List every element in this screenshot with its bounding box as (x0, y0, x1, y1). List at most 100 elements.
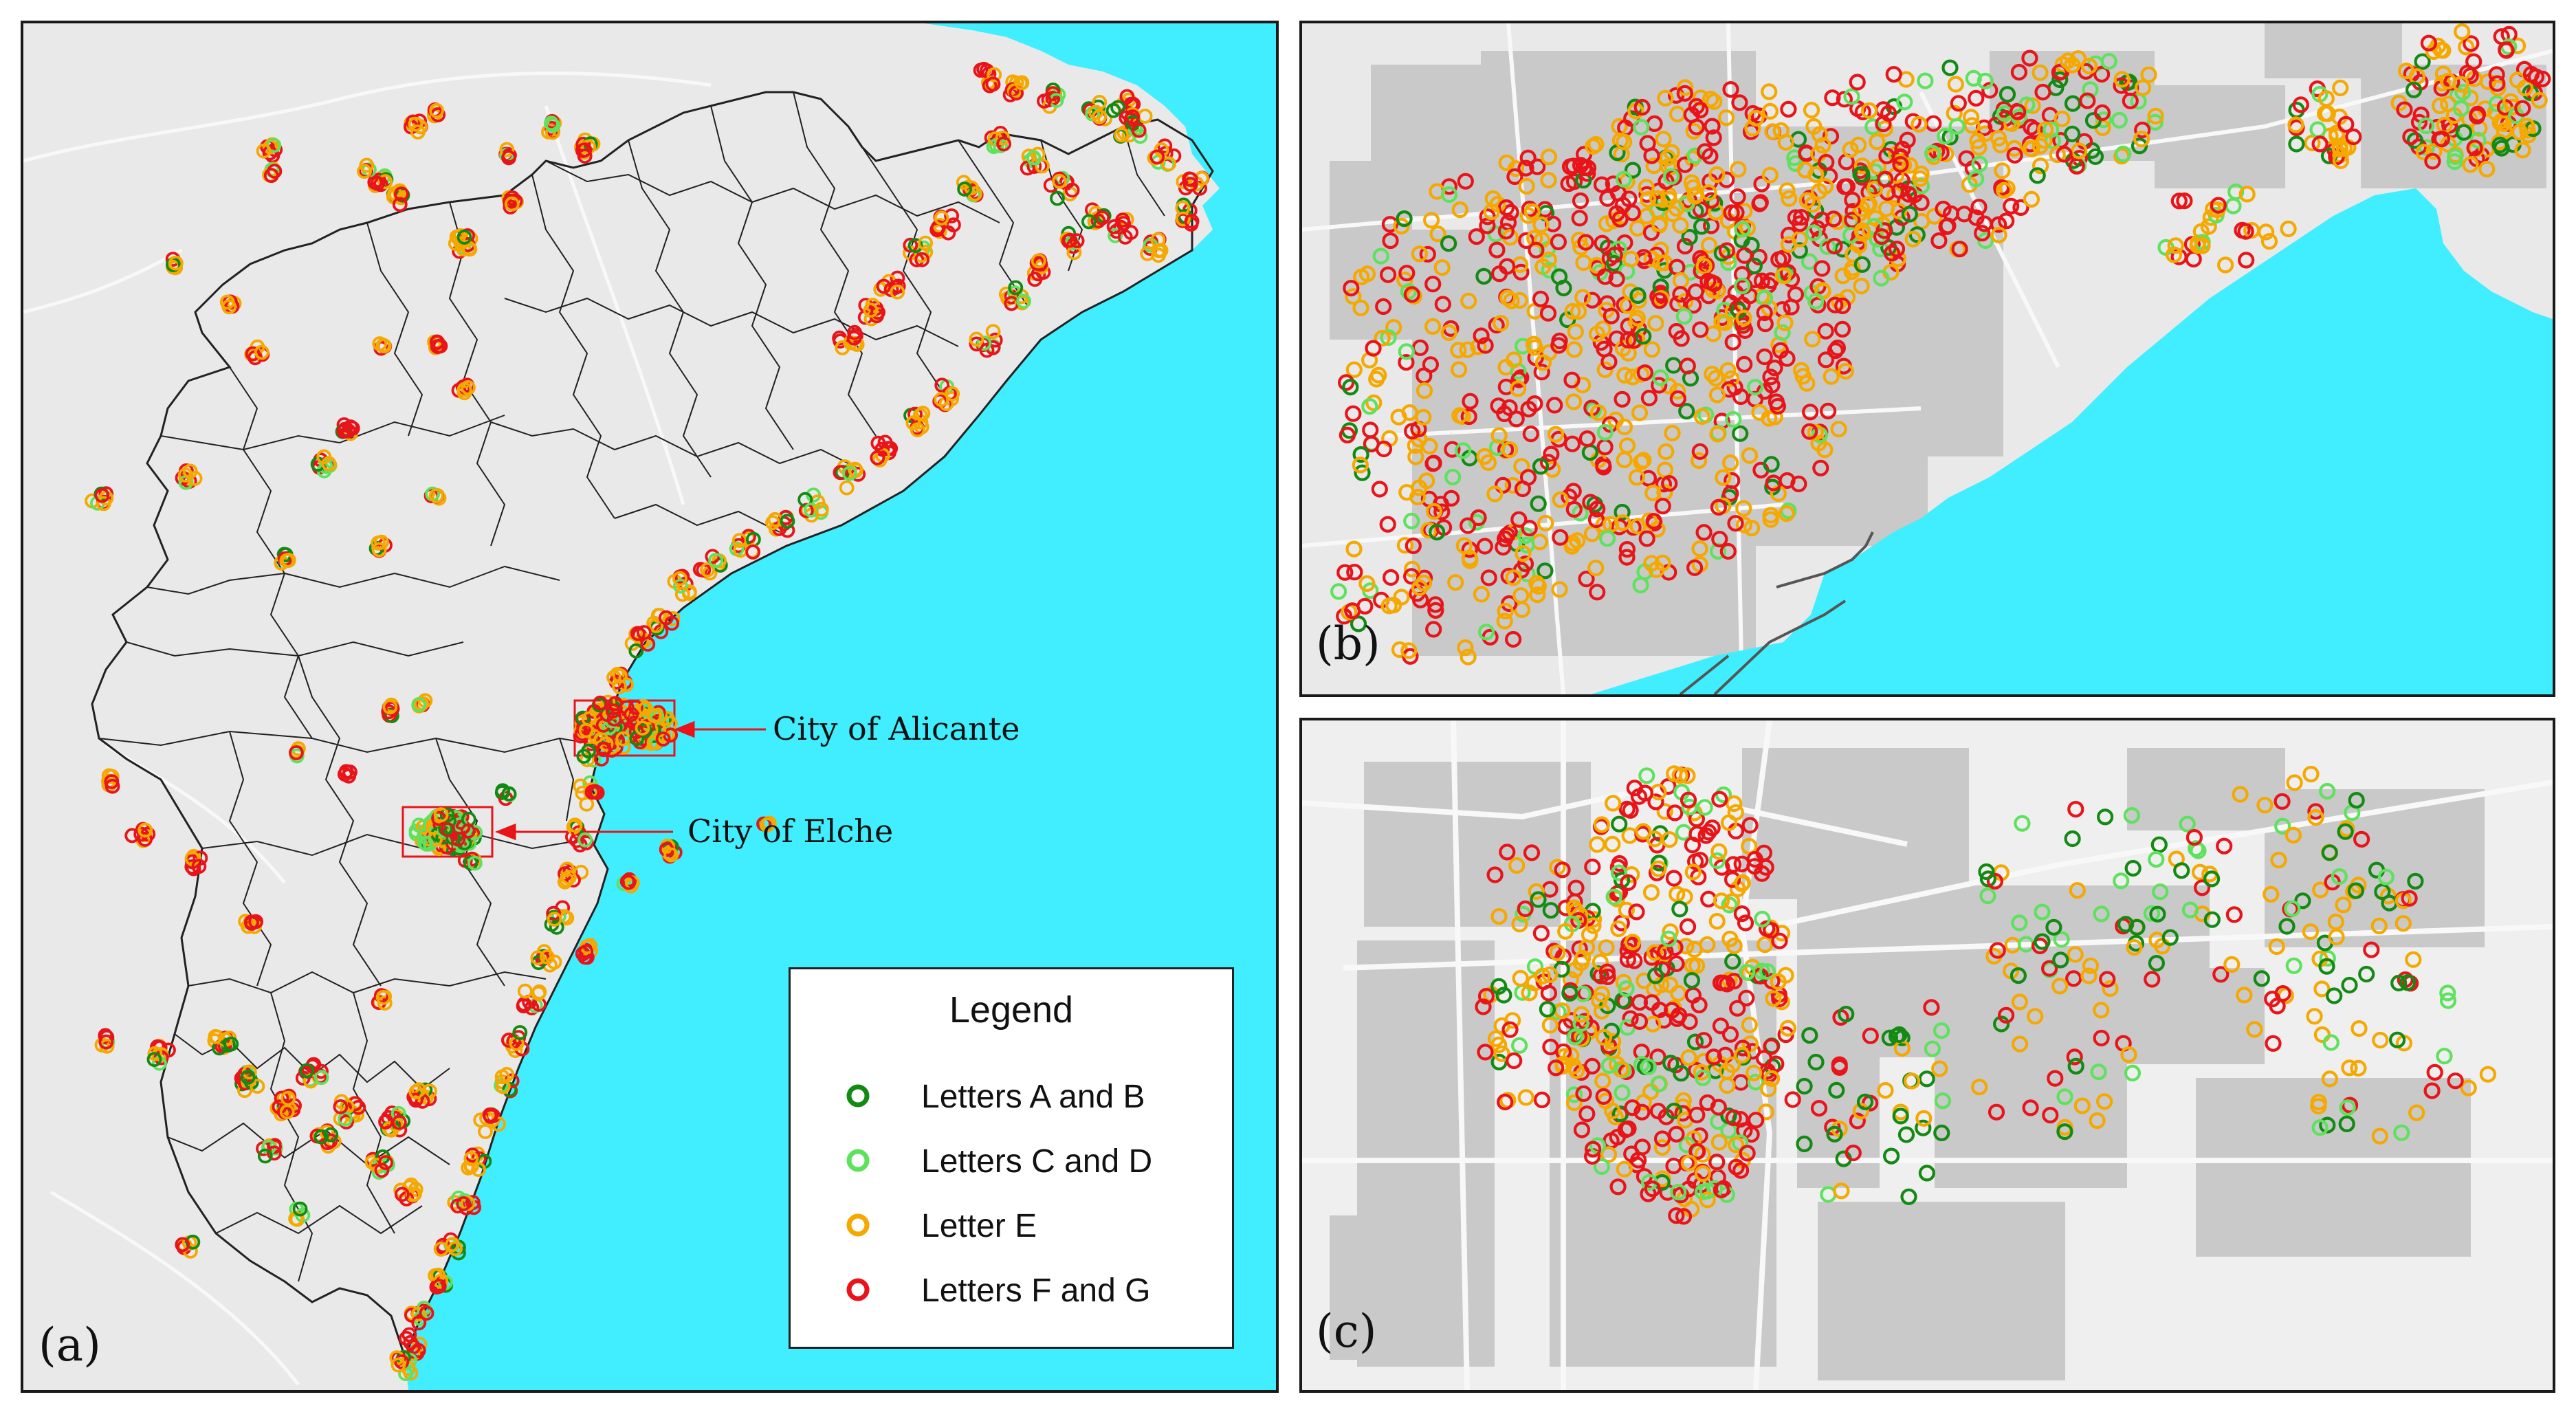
certificate-point (1455, 442, 1472, 459)
certificate-point (969, 336, 984, 352)
certificate-point (1770, 973, 1787, 990)
certificate-point (2111, 111, 2128, 129)
certificate-point (1862, 1027, 1879, 1044)
certificate-point (2351, 1020, 2368, 1037)
certificate-point (1540, 251, 1557, 268)
certificate-point (2167, 237, 2184, 254)
certificate-point (501, 150, 516, 166)
certificate-point (1477, 337, 1494, 354)
certificate-point (1676, 238, 1694, 255)
certificate-point (2304, 134, 2321, 152)
certificate-point (2212, 966, 2230, 983)
certificate-point (1695, 258, 1713, 275)
certificate-point (1593, 1158, 1610, 1176)
certificate-point (1567, 323, 1584, 340)
certificate-point (1951, 241, 1968, 258)
certificate-point (638, 701, 653, 716)
certificate-point (274, 1090, 289, 1106)
certificate-point (1913, 165, 1930, 182)
certificate-point (2337, 115, 2355, 133)
certificate-point (1330, 583, 1347, 600)
certificate-point (1517, 1089, 1534, 1106)
legend-item-ab: Letters A and B (791, 1072, 1232, 1121)
certificate-point (1518, 536, 1535, 553)
certificate-point (1882, 1147, 1900, 1165)
certificate-point (411, 697, 427, 712)
certificate-point (1149, 149, 1165, 165)
certificate-point (428, 488, 444, 504)
certificate-point (1534, 354, 1552, 371)
certificate-point (1842, 141, 1859, 158)
certificate-point (1790, 475, 1807, 493)
certificate-point (1804, 196, 1822, 213)
certificate-point (846, 330, 862, 346)
certificate-point (969, 331, 984, 347)
certificate-point (1679, 767, 1696, 784)
certificate-point (1997, 1006, 2015, 1024)
certificate-point (1599, 530, 1616, 547)
certificate-point (1645, 512, 1662, 530)
certificate-point (1724, 472, 1741, 489)
certificate-point (1522, 425, 1539, 443)
certificate-point (374, 1163, 390, 1178)
certificate-point (1656, 803, 1673, 820)
certificate-point (1404, 560, 1421, 577)
certificate-point (2148, 955, 2166, 972)
certificate-point (577, 832, 593, 848)
certificate-point (1493, 315, 1510, 332)
certificate-point (1361, 398, 1378, 415)
certificate-point (1628, 903, 1645, 921)
certificate-point (433, 807, 449, 823)
certificate-point (191, 859, 207, 874)
certificate-point (2294, 892, 2311, 910)
certificate-point (1779, 1020, 1796, 1037)
certificate-point (612, 679, 627, 694)
certificate-point (1735, 309, 1752, 327)
certificate-point (2034, 933, 2051, 950)
certificate-point (359, 157, 375, 173)
certificate-point (628, 643, 644, 659)
certificate-point (1444, 468, 1462, 486)
certificate-point (1550, 233, 1567, 250)
certificate-point (1528, 241, 1545, 258)
certificate-points (1475, 765, 2497, 1225)
certificate-point (1506, 1052, 1523, 1069)
certificate-point (1609, 185, 1627, 202)
certificate-point (915, 406, 931, 421)
certificate-point (2350, 1059, 2367, 1077)
certificate-point (2439, 992, 2457, 1009)
certificate-point (2113, 872, 2130, 890)
certificate-point (2431, 97, 2449, 114)
certificate-point (2479, 1066, 2497, 1083)
certificate-point (1490, 908, 1508, 925)
certificate-point (1743, 519, 1761, 537)
certificate-point (2080, 57, 2098, 75)
certificate-point (1114, 127, 1130, 143)
certificate-point (1774, 324, 1791, 341)
certificate-point (1778, 505, 1795, 522)
certificate-point (1642, 224, 1660, 241)
certificate-point (1499, 289, 1517, 307)
certificate-point (2370, 917, 2388, 934)
certificate-point (2345, 128, 2362, 146)
certificate-point (1896, 93, 1913, 111)
certificate-point (1696, 799, 1713, 816)
certificate-point (1941, 59, 1959, 76)
certificate-point (1700, 236, 1718, 254)
certificate-point (1497, 223, 1515, 240)
certificate-point (1881, 1029, 1899, 1046)
certificate-point (2079, 92, 2096, 109)
certificate-point (1475, 998, 1492, 1015)
certificate-point (1756, 383, 1774, 400)
certificate-point (1892, 156, 1909, 173)
certificate-point (1493, 1017, 1510, 1035)
certificate-point (2454, 83, 2472, 101)
certificate-point (2053, 931, 2070, 948)
certificate-point (1877, 1081, 1894, 1099)
certificate-point (1618, 437, 1636, 454)
certificate-point (104, 774, 120, 789)
certificate-point (1587, 560, 1605, 577)
certificate-point (2405, 951, 2422, 968)
certificate-point (549, 919, 564, 935)
certificate-point (1729, 188, 1746, 206)
